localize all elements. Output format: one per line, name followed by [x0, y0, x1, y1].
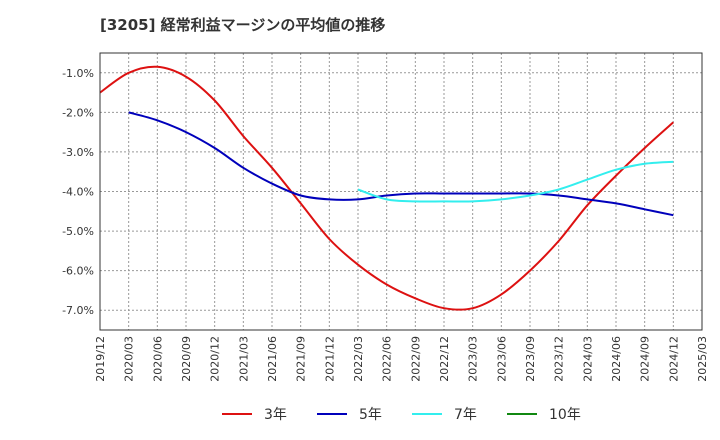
x-axis-ticks: 2019/12 2020/03 2020/06 2020/09 2020/12 2021/… — [94, 336, 709, 382]
legend-label-0: 3年 — [264, 407, 287, 423]
x-tick-label: 2019/12 — [94, 336, 107, 382]
y-tick-label: -3.0% — [62, 146, 94, 159]
x-tick-label: 2021/09 — [295, 336, 308, 382]
x-tick-label: 2023/12 — [553, 336, 566, 382]
series-lines — [99, 65, 674, 311]
series-line-1 — [128, 111, 674, 217]
axes — [99, 52, 703, 331]
x-tick-label: 2021/03 — [237, 336, 250, 382]
x-tick-label: 2020/06 — [151, 336, 164, 382]
y-axis-ticks: -1.0% -2.0% -3.0% -4.0% -5.0% -6.0% -7.0% — [62, 67, 94, 317]
x-tick-label: 2022/12 — [438, 336, 451, 382]
x-tick-label: 2021/12 — [323, 336, 336, 382]
y-tick-label: -6.0% — [62, 265, 94, 278]
x-tick-label: 2022/03 — [352, 336, 365, 382]
x-tick-label: 2020/09 — [180, 336, 193, 382]
legend-label-2: 7年 — [454, 407, 477, 423]
y-tick-label: -5.0% — [62, 225, 94, 238]
x-tick-label: 2022/09 — [409, 336, 422, 382]
x-tick-label: 2025/03 — [696, 336, 709, 382]
x-tick-label: 2023/06 — [495, 336, 508, 382]
plot-frame — [99, 52, 703, 331]
x-tick-label: 2024/09 — [639, 336, 652, 382]
x-tick-label: 2020/03 — [123, 336, 136, 382]
legend-label-3: 10年 — [549, 407, 581, 423]
x-tick-label: 2023/03 — [467, 336, 480, 382]
grid-lines — [100, 53, 702, 330]
series-line-0 — [99, 65, 674, 311]
x-tick-label: 2024/06 — [610, 336, 623, 382]
x-tick-label: 2020/12 — [209, 336, 222, 382]
x-tick-label: 2024/12 — [667, 336, 680, 382]
y-tick-label: -4.0% — [62, 186, 94, 199]
legend-label-1: 5年 — [359, 407, 382, 423]
series-line-2 — [357, 160, 674, 203]
y-tick-label: -2.0% — [62, 106, 94, 119]
x-tick-label: 2023/09 — [524, 336, 537, 382]
y-tick-label: -7.0% — [62, 304, 94, 317]
legend: 3年 5年 7年 10年 — [222, 407, 581, 423]
x-tick-label: 2022/06 — [381, 336, 394, 382]
x-tick-label: 2021/06 — [266, 336, 279, 382]
chart-title: [3205] 経常利益マージンの平均値の推移 — [100, 16, 385, 34]
x-tick-label: 2024/03 — [581, 336, 594, 382]
y-tick-label: -1.0% — [62, 67, 94, 80]
